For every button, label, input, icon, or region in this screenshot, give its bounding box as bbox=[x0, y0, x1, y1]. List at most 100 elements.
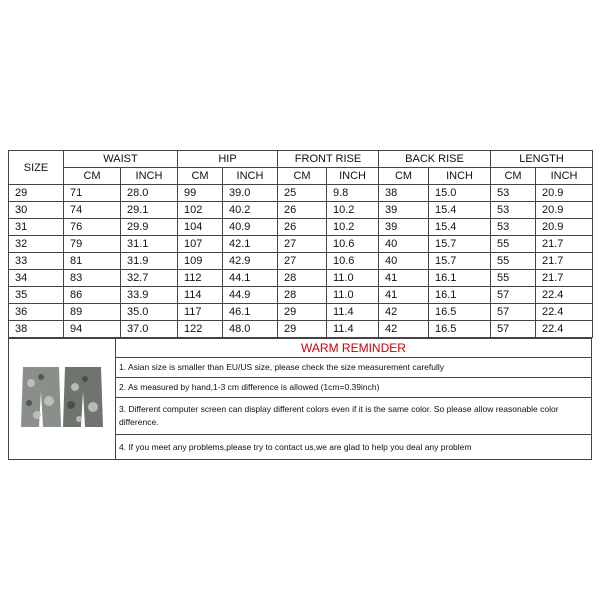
cell: 15.4 bbox=[428, 218, 492, 236]
cell: 16.1 bbox=[428, 269, 492, 287]
reminder-row: 4. If you meet any problems,please try t… bbox=[9, 434, 592, 460]
group-header: BACK RISE bbox=[378, 150, 492, 168]
cell: 40 bbox=[378, 235, 430, 253]
unit-header: INCH bbox=[535, 167, 594, 185]
cell: 42 bbox=[378, 303, 430, 321]
size-table: SIZE WAIST HIP FRONT RISE BACK RISE LENGTH CM I… bbox=[8, 150, 594, 338]
cell: 10.6 bbox=[325, 252, 380, 270]
reminder-row: 3. Different computer screen can display… bbox=[9, 397, 592, 435]
data-row: 32 79 31.1 107 42.1 27 10.6 40 15.7 55 21.7 bbox=[8, 235, 594, 253]
cell: 39.0 bbox=[222, 184, 278, 202]
group-header: LENGTH bbox=[490, 150, 594, 168]
table-body: SIZE WAIST HIP FRONT RISE BACK RISE LENGTH CM I… bbox=[8, 150, 594, 338]
cell: 15.7 bbox=[428, 252, 492, 270]
cell: 27 bbox=[277, 235, 327, 253]
cell: 33 bbox=[8, 252, 64, 270]
cell: 20.9 bbox=[535, 201, 594, 219]
cell: 27 bbox=[277, 252, 327, 270]
cell: 57 bbox=[490, 320, 537, 338]
shorts-image bbox=[21, 367, 103, 427]
cell: 107 bbox=[177, 235, 223, 253]
cell: 26 bbox=[277, 218, 327, 236]
cell: 53 bbox=[490, 201, 537, 219]
cell: 29 bbox=[8, 184, 64, 202]
cell: 11.4 bbox=[325, 303, 380, 321]
cell: 11.0 bbox=[325, 269, 380, 287]
cell: 35 bbox=[8, 286, 64, 304]
header-row: SIZE WAIST HIP FRONT RISE BACK RISE LENGTH bbox=[8, 150, 594, 185]
cell: 15.7 bbox=[428, 235, 492, 253]
cell: 31 bbox=[8, 218, 64, 236]
cell: 40 bbox=[378, 252, 430, 270]
data-row: 31 76 29.9 104 40.9 26 10.2 39 15.4 53 20.9 bbox=[8, 218, 594, 236]
cell: 38 bbox=[378, 184, 430, 202]
reminder-row: WARM REMINDER bbox=[8, 338, 592, 460]
data-row: 30 74 29.1 102 40.2 26 10.2 39 15.4 53 20.9 bbox=[8, 201, 594, 219]
cell: 42.1 bbox=[222, 235, 278, 253]
cell: 31.1 bbox=[120, 235, 178, 253]
unit-header: INCH bbox=[428, 167, 492, 185]
cell: 22.4 bbox=[535, 320, 594, 338]
reminder-item: 1. Asian size is smaller than EU/US size… bbox=[115, 357, 592, 378]
cell: 20.9 bbox=[535, 218, 594, 236]
reminder-table: WARM REMINDER 1. Asian size is smaller th… bbox=[8, 338, 592, 460]
cell: 28 bbox=[277, 269, 327, 287]
unit-header: INCH bbox=[325, 167, 380, 185]
cell: 28.0 bbox=[120, 184, 178, 202]
cell: 81 bbox=[63, 252, 121, 270]
cell: 21.7 bbox=[535, 252, 594, 270]
cell: 71 bbox=[63, 184, 121, 202]
cell: 42 bbox=[378, 320, 430, 338]
data-row: 36 89 35.0 117 46.1 29 11.4 42 16.5 57 22.4 bbox=[8, 303, 594, 321]
cell: 28 bbox=[277, 286, 327, 304]
cell: 10.2 bbox=[325, 201, 380, 219]
cell: 109 bbox=[177, 252, 223, 270]
cell: 15.0 bbox=[428, 184, 492, 202]
unit-header: INCH bbox=[120, 167, 178, 185]
cell: 76 bbox=[63, 218, 121, 236]
reminder-item: 2. As measured by hand,1-3 cm difference… bbox=[115, 377, 592, 398]
cell: 35.0 bbox=[120, 303, 178, 321]
reminder-body: WARM REMINDER 1. Asian size is smaller th… bbox=[8, 338, 592, 460]
cell: 39 bbox=[378, 218, 430, 236]
cell: 11.4 bbox=[325, 320, 380, 338]
cell: 10.6 bbox=[325, 235, 380, 253]
reminder-title: WARM REMINDER bbox=[115, 338, 592, 358]
cell: 114 bbox=[177, 286, 223, 304]
data-row: 38 94 37.0 122 48.0 29 11.4 42 16.5 57 22.4 bbox=[8, 320, 594, 338]
cell: 41 bbox=[378, 286, 430, 304]
cell: 53 bbox=[490, 218, 537, 236]
unit-header: INCH bbox=[222, 167, 278, 185]
cell: 10.2 bbox=[325, 218, 380, 236]
cell: 33.9 bbox=[120, 286, 178, 304]
cell: 40.2 bbox=[222, 201, 278, 219]
cell: 117 bbox=[177, 303, 223, 321]
cell: 37.0 bbox=[120, 320, 178, 338]
cell: 29 bbox=[277, 320, 327, 338]
data-row: 29 71 28.0 99 39.0 25 9.8 38 15.0 53 20.9 bbox=[8, 184, 594, 202]
cell: 29.9 bbox=[120, 218, 178, 236]
unit-header: CM bbox=[63, 167, 121, 185]
cell: 32 bbox=[8, 235, 64, 253]
cell: 57 bbox=[490, 286, 537, 304]
cell: 21.7 bbox=[535, 269, 594, 287]
cell: 44.1 bbox=[222, 269, 278, 287]
unit-header: CM bbox=[378, 167, 430, 185]
cell: 41 bbox=[378, 269, 430, 287]
group-header: HIP bbox=[177, 150, 278, 168]
data-row: 33 81 31.9 109 42.9 27 10.6 40 15.7 55 21.7 bbox=[8, 252, 594, 270]
cell: 112 bbox=[177, 269, 223, 287]
unit-header: CM bbox=[177, 167, 223, 185]
cell: 89 bbox=[63, 303, 121, 321]
cell: 39 bbox=[378, 201, 430, 219]
data-row: 34 83 32.7 112 44.1 28 11.0 41 16.1 55 21.7 bbox=[8, 269, 594, 287]
unit-header: CM bbox=[277, 167, 327, 185]
group-header: FRONT RISE bbox=[276, 150, 380, 168]
cell: 34 bbox=[8, 269, 64, 287]
cell: 22.4 bbox=[535, 303, 594, 321]
cell: 42.9 bbox=[222, 252, 278, 270]
cell: 25 bbox=[277, 184, 327, 202]
cell: 94 bbox=[63, 320, 121, 338]
product-image bbox=[8, 338, 116, 460]
cell: 22.4 bbox=[535, 286, 594, 304]
